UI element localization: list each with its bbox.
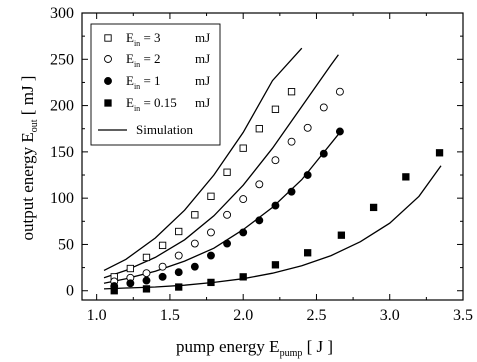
legend-unit: mJ <box>195 30 210 45</box>
data-point-open-circle <box>287 137 296 146</box>
data-point-open-square <box>191 211 199 219</box>
x-axis-title: pump energy Epump [ J ] <box>176 337 333 359</box>
legend-label: Ein = 0.15 <box>126 95 177 113</box>
data-point-filled-circle <box>174 268 183 277</box>
data-point-open-circle <box>335 87 344 96</box>
y-axis-title: output energy Eout [ mJ ] <box>18 76 40 241</box>
simulation-curve <box>103 165 442 290</box>
data-point-filled-circle <box>335 127 344 136</box>
data-point-filled-square <box>402 173 410 181</box>
data-point-filled-square <box>337 231 346 239</box>
data-point-open-circle <box>223 210 232 219</box>
data-point-open-square <box>175 227 183 236</box>
data-point-open-circle <box>207 228 215 237</box>
data-point-open-square <box>158 241 167 250</box>
legend-marker-open-square <box>104 34 112 42</box>
data-point-open-square <box>271 105 280 113</box>
axis-ticks: 1.0 1.5 2.0 2.5 3.0 3.5 0 50 100 150 200 250 300 <box>50 5 473 324</box>
data-point-filled-circle <box>271 201 280 210</box>
legend-box <box>90 23 221 146</box>
data-point-filled-circle <box>142 276 151 285</box>
data-point-open-square <box>207 192 215 200</box>
y-tick-label: 100 <box>50 190 74 207</box>
simulation-curve <box>103 47 303 271</box>
legend-marker-open-circle <box>104 55 112 63</box>
data-point-open-square <box>255 125 263 133</box>
data-point-filled-circle <box>207 251 215 260</box>
y-axis-title-text: output energy Eout [ mJ ] <box>18 76 40 241</box>
data-point-open-circle <box>255 180 264 189</box>
data-point-open-circle <box>271 156 280 165</box>
data-point-filled-square <box>271 261 280 269</box>
data-point-filled-circle <box>158 272 167 281</box>
data-point-filled-circle <box>126 279 135 288</box>
legend-marker-filled-square <box>104 99 112 107</box>
data-point-open-circle <box>158 262 167 271</box>
data-point-open-square <box>223 168 231 176</box>
data-point-open-circle <box>319 103 328 112</box>
y-tick-label: 300 <box>50 5 74 22</box>
data-point-open-circle <box>142 269 151 278</box>
x-tick-label: 3.5 <box>453 307 473 324</box>
x-tick-label: 1.5 <box>160 307 180 324</box>
data-point-open-square <box>142 253 151 262</box>
data-point-open-square <box>287 88 296 96</box>
data-point-open-circle <box>303 123 312 132</box>
data-point-filled-circle <box>287 187 296 196</box>
y-tick-label: 150 <box>50 144 74 161</box>
y-tick-label: 200 <box>50 98 74 115</box>
x-tick-label: 1.0 <box>87 307 107 324</box>
legend-simulation-label: Simulation <box>136 122 194 137</box>
data-point-filled-circle <box>303 171 312 179</box>
data-markers <box>110 87 444 295</box>
y-tick-label: 50 <box>58 236 74 253</box>
y-tick-label: 250 <box>50 51 74 68</box>
data-point-filled-circle <box>190 262 199 271</box>
legend-unit: mJ <box>195 73 210 88</box>
data-point-filled-square <box>110 287 118 295</box>
x-tick-label: 2.5 <box>306 307 326 324</box>
data-point-filled-square <box>175 283 183 291</box>
legend-label: Ein = 3 <box>126 30 161 48</box>
data-point-filled-circle <box>239 228 248 237</box>
x-axis-title-text: pump energy Epump [ J ] <box>176 337 333 359</box>
data-point-open-circle <box>174 251 183 260</box>
legend-unit: mJ <box>195 95 210 110</box>
data-point-filled-circle <box>223 239 232 248</box>
y-axis-title-group: output energy Eout [ mJ ] <box>18 76 40 241</box>
data-point-open-circle <box>239 195 248 204</box>
data-point-filled-square <box>435 149 444 157</box>
legend-label: Ein = 2 <box>126 51 161 69</box>
legend-marker-filled-circle <box>104 77 112 85</box>
legend-unit: mJ <box>195 51 210 66</box>
x-tick-label: 3.0 <box>380 307 400 324</box>
data-point-filled-square <box>239 273 247 281</box>
data-point-filled-square <box>369 203 378 212</box>
x-tick-label: 2.0 <box>233 307 253 324</box>
data-point-filled-square <box>207 278 215 287</box>
data-point-filled-square <box>304 249 312 257</box>
data-point-filled-circle <box>255 216 264 225</box>
data-point-filled-circle <box>319 149 328 158</box>
legend-label: Ein = 1 <box>126 73 161 91</box>
data-point-open-square <box>126 264 135 273</box>
data-point-open-square <box>239 144 247 152</box>
plot-area-frame <box>81 12 464 301</box>
y-tick-label: 0 <box>66 283 74 300</box>
data-point-open-circle <box>190 239 199 248</box>
data-point-filled-square <box>142 285 151 293</box>
simulation-curve <box>103 54 339 279</box>
